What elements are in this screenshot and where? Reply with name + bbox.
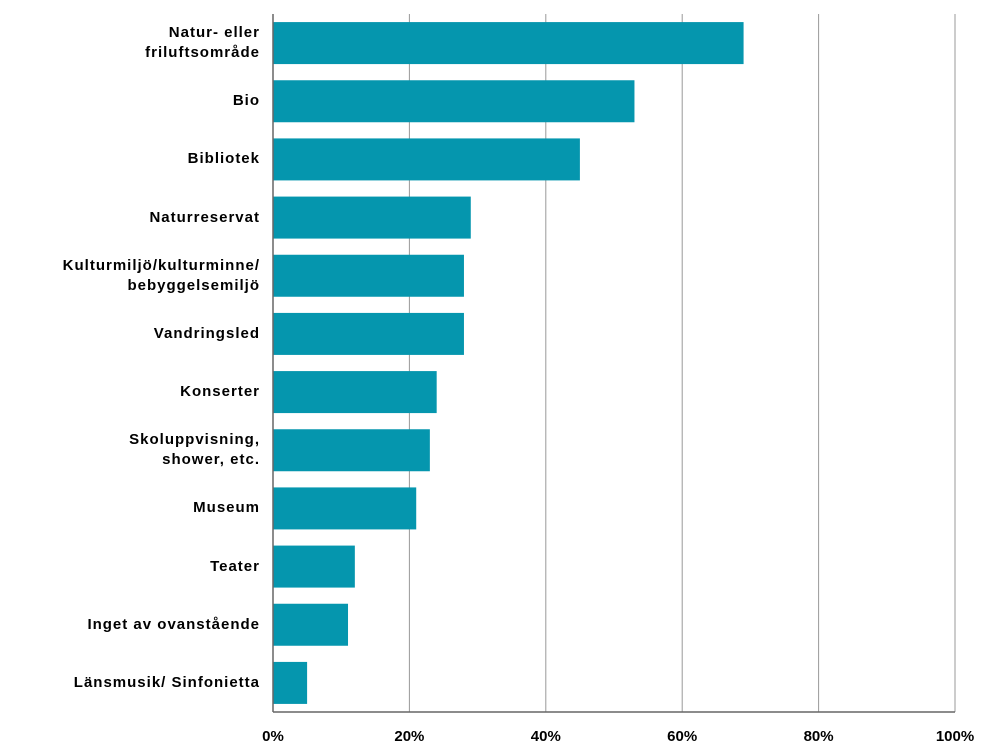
x-tick-label: 0% bbox=[262, 728, 284, 745]
y-tick-label: Vandringsled bbox=[153, 324, 260, 342]
y-tick-label: Skoluppvisning, shower, etc. bbox=[129, 431, 260, 469]
bar bbox=[273, 254, 464, 297]
y-tick-label: Länsmusik/ Sinfonietta bbox=[73, 673, 260, 691]
y-tick-label: Naturreservat bbox=[149, 208, 260, 226]
bar bbox=[273, 603, 349, 646]
y-tick-label: Museum bbox=[193, 499, 260, 517]
bar bbox=[273, 196, 471, 239]
y-tick-label: Konserter bbox=[180, 383, 260, 401]
bar bbox=[273, 661, 308, 704]
bar bbox=[273, 138, 580, 181]
bar bbox=[273, 80, 635, 123]
x-tick-label: 100% bbox=[935, 728, 975, 745]
bar bbox=[273, 312, 464, 355]
x-tick-label: 80% bbox=[803, 728, 834, 745]
y-tick-label: Teater bbox=[210, 557, 260, 575]
x-tick-label: 20% bbox=[394, 728, 425, 745]
bar bbox=[273, 429, 430, 472]
y-tick-label: Natur- eller friluftsområde bbox=[145, 24, 260, 62]
bar bbox=[273, 371, 437, 414]
y-tick-label: Kulturmiljö/kulturminne/ bebyggelsemiljö bbox=[62, 256, 260, 294]
bar bbox=[273, 545, 355, 588]
y-tick-label: Inget av ovanstående bbox=[87, 615, 260, 633]
y-tick-label: Bio bbox=[232, 92, 260, 110]
x-tick-label: 60% bbox=[667, 728, 698, 745]
x-tick-label: 40% bbox=[530, 728, 561, 745]
bar bbox=[273, 487, 417, 530]
bar bbox=[273, 22, 744, 65]
y-tick-label: Bibliotek bbox=[187, 150, 260, 168]
